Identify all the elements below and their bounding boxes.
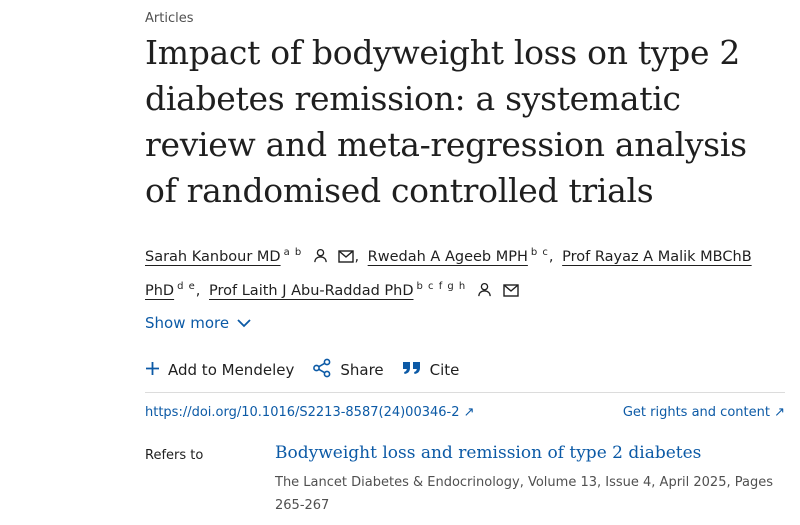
share-label: Share	[340, 361, 384, 379]
share-icon	[312, 358, 332, 382]
author-name[interactable]: Prof Laith J Abu-Raddad PhD	[209, 282, 414, 299]
cite-button[interactable]: Cite	[402, 361, 460, 379]
article-title: Impact of bodyweight loss on type 2 diab…	[145, 33, 747, 210]
article-toolbar: Add to Mendeley Share Cite	[145, 358, 459, 382]
plus-icon	[145, 361, 160, 380]
person-icon[interactable]	[477, 282, 492, 297]
refers-to-title-link[interactable]: Bodyweight loss and remission of type 2 …	[275, 443, 702, 463]
add-to-mendeley-button[interactable]: Add to Mendeley	[145, 361, 294, 380]
cite-label: Cite	[429, 361, 460, 379]
author-separator: ,	[548, 248, 554, 265]
author-affiliations[interactable]: b c	[530, 247, 549, 258]
get-rights-label: Get rights and content	[622, 405, 770, 420]
email-icon[interactable]	[502, 283, 519, 297]
author-3: Prof Rayaz A Malik MBChB PhD d e,	[145, 249, 752, 299]
add-to-mendeley-label: Add to Mendeley	[168, 361, 295, 379]
doi-link-label: https://doi.org/10.1016/S2213-8587(24)00…	[145, 405, 460, 420]
get-rights-link[interactable]: Get rights and content ↗	[623, 405, 785, 420]
author-name[interactable]: Rwedah A Ageeb MPH	[367, 248, 528, 265]
author-1: Sarah Kanbour MD a b ,	[145, 247, 368, 265]
refers-to-item: Bodyweight loss and remission of type 2 …	[275, 443, 775, 517]
author-name[interactable]: Sarah Kanbour MD	[145, 248, 281, 265]
show-more-label: Show more	[145, 314, 230, 332]
author-name[interactable]: Prof Rayaz A Malik MBChB PhD	[145, 248, 752, 299]
author-affiliations[interactable]: a b	[283, 247, 303, 258]
refers-to-label: Refers to	[145, 448, 204, 463]
author-affiliations[interactable]: d e	[177, 280, 196, 292]
refers-to-source: The Lancet Diabetes & Endocrinology, Vol…	[275, 475, 773, 513]
external-link-arrow-icon: ↗	[774, 405, 785, 420]
author-separator: ,	[354, 248, 360, 265]
external-link-arrow-icon: ↗	[463, 405, 475, 420]
share-button[interactable]: Share	[312, 358, 384, 382]
section-label: Articles	[145, 11, 194, 26]
quote-icon	[402, 361, 422, 379]
author-separator: ,	[195, 282, 201, 299]
author-4: Prof Laith J Abu-Raddad PhD b c f g h	[209, 280, 519, 299]
email-icon[interactable]	[338, 250, 355, 263]
person-icon[interactable]	[313, 248, 328, 263]
article-links-row: https://doi.org/10.1016/S2213-8587(24)00…	[145, 392, 785, 420]
author-2: Rwedah A Ageeb MPH b c,	[367, 247, 562, 265]
author-affiliations[interactable]: b c f g h	[416, 280, 467, 292]
doi-link[interactable]: https://doi.org/10.1016/S2213-8587(24)00…	[145, 405, 475, 420]
author-list: Sarah Kanbour MD a b , Rwedah A Ageeb MPH…	[145, 238, 785, 306]
chevron-down-icon	[237, 314, 251, 332]
show-more-button[interactable]: Show more	[145, 314, 251, 332]
